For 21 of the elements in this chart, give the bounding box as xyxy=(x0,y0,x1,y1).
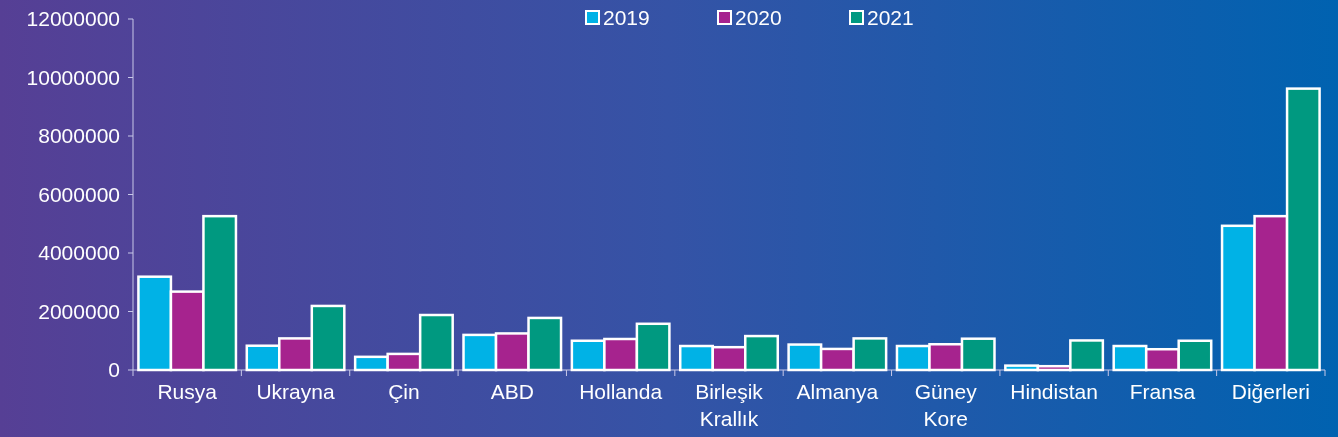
x-tick-label: Almanya xyxy=(796,380,879,403)
legend-label: 2019 xyxy=(603,6,650,30)
legend-label: 2021 xyxy=(867,6,914,30)
x-tick-label: Hollanda xyxy=(579,380,663,403)
x-tick-label: Ukrayna xyxy=(256,380,335,403)
x-tick-label: Çin xyxy=(388,380,420,403)
x-tick-label: Fransa xyxy=(1129,380,1196,403)
y-tick-label: 2000000 xyxy=(38,299,120,323)
x-tick-label: Birleşik Krallık xyxy=(695,380,764,430)
x-tick-label: Rusya xyxy=(157,380,218,403)
y-tick-label: 10000000 xyxy=(26,65,120,89)
y-tick-label: 6000000 xyxy=(38,182,120,206)
x-tick-label: Diğerleri xyxy=(1231,380,1310,403)
legend-label: 2020 xyxy=(735,6,782,30)
x-tick-label: ABD xyxy=(490,380,534,403)
x-tick-label: Hindistan xyxy=(1010,380,1098,403)
y-tick-label: 12000000 xyxy=(26,7,120,31)
y-tick-label: 4000000 xyxy=(38,241,120,265)
y-tick-label: 0 xyxy=(108,358,120,382)
x-tick-label: Güney Kore xyxy=(914,380,978,430)
y-tick-label: 8000000 xyxy=(38,124,120,148)
